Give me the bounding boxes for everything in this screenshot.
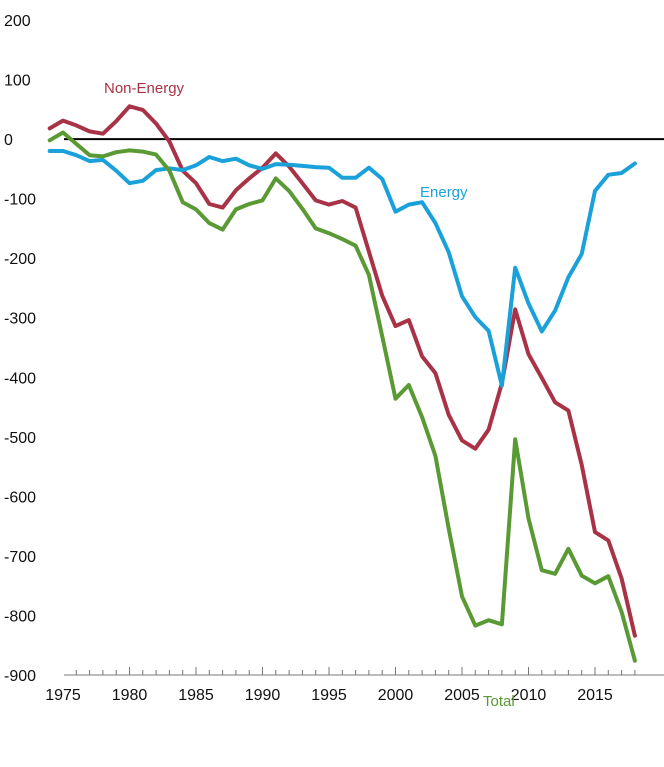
y-axis-tick-labels: 200 100 0 -100 -200 -300 -400 -500 -600 -700 -800 -… — [4, 13, 36, 685]
y-tick-label: -400 — [4, 370, 36, 387]
non-energy-label: Non-Energy — [104, 80, 185, 97]
y-tick-label: -800 — [4, 608, 36, 625]
x-tick-label: 1980 — [112, 687, 148, 704]
series-lines — [47, 104, 637, 663]
x-tick-label: 2015 — [577, 687, 613, 704]
y-tick-label: 100 — [4, 73, 31, 90]
energy-label: Energy — [420, 184, 468, 201]
x-axis-tick-labels: 1975 1980 1985 1990 1995 2000 2005 2010 2015 — [45, 687, 613, 704]
x-tick-label: 2005 — [444, 687, 480, 704]
x-tick-label: 1975 — [45, 687, 81, 704]
y-tick-label: -100 — [4, 192, 36, 209]
energy-series-line — [47, 149, 637, 388]
x-axis-ticks — [75, 667, 636, 675]
y-tick-label: -300 — [4, 311, 36, 328]
y-tick-label: 0 — [4, 132, 13, 149]
total-label: Total — [483, 693, 515, 710]
x-tick-label: 2010 — [511, 687, 547, 704]
y-tick-label: -600 — [4, 489, 36, 506]
total-series-line — [47, 130, 637, 663]
y-tick-label: -900 — [4, 668, 36, 685]
y-tick-label: 200 — [4, 13, 31, 30]
non-energy-series-line — [47, 104, 637, 638]
y-tick-label: -200 — [4, 251, 36, 268]
x-tick-label: 2000 — [378, 687, 414, 704]
y-tick-label: -500 — [4, 430, 36, 447]
y-tick-label: -700 — [4, 549, 36, 566]
x-tick-label: 1995 — [311, 687, 347, 704]
x-tick-label: 1985 — [178, 687, 214, 704]
x-tick-label: 1990 — [245, 687, 281, 704]
